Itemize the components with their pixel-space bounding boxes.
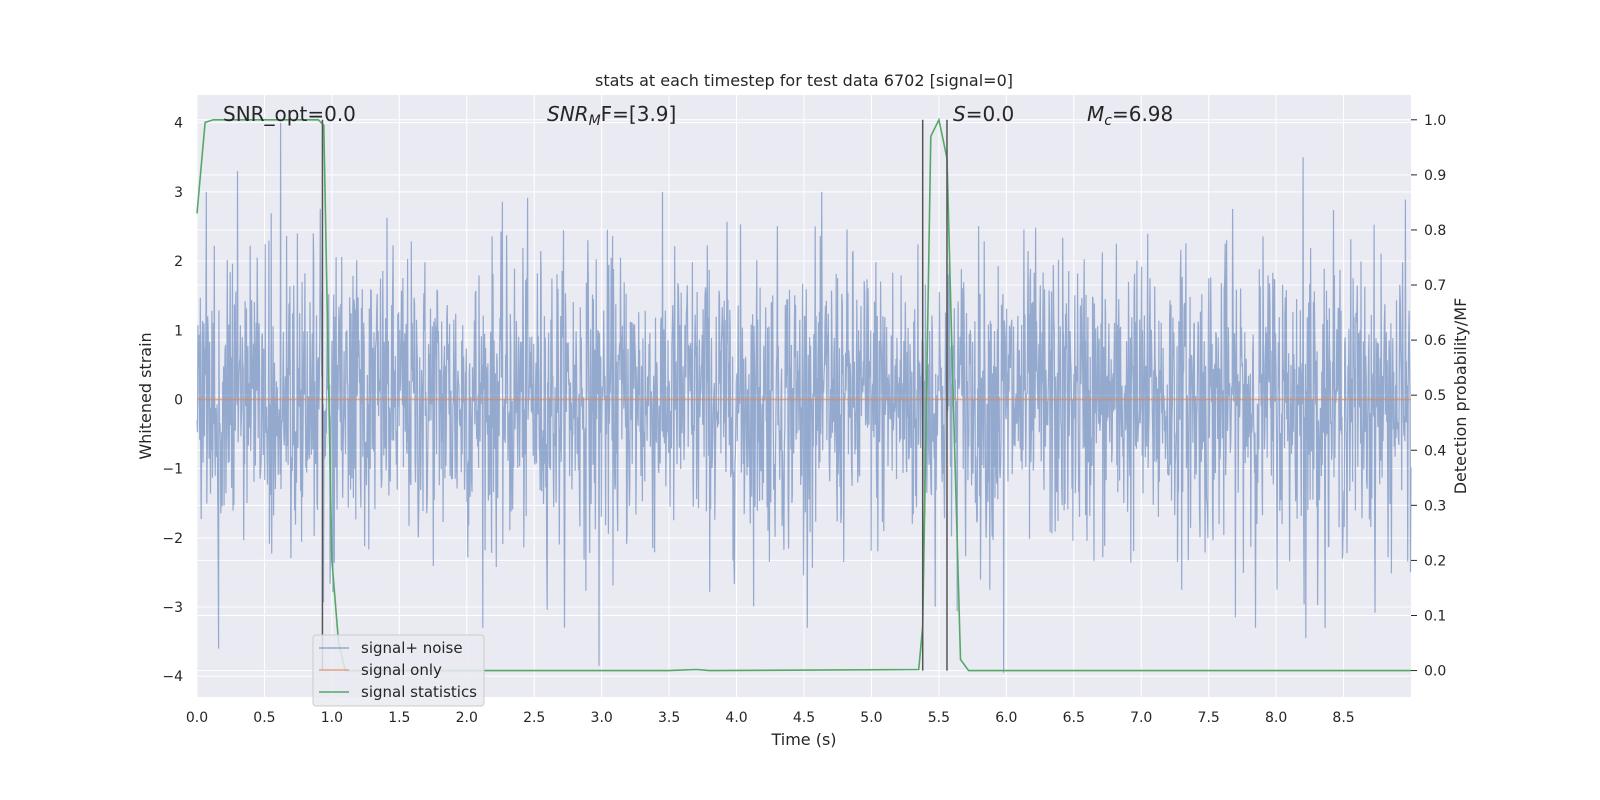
y-tick-label: −1	[162, 462, 183, 478]
x-tick-label: 0.5	[253, 710, 275, 726]
legend-label-signal-noise: signal+ noise	[361, 639, 463, 657]
y2-tick-label: 0.6	[1424, 333, 1446, 349]
signal-noise-series	[196, 122, 1412, 673]
x-tick-label: 1.0	[321, 710, 343, 726]
y-axis-ticks: −4 −3 −2 −1 0 1 2 3 4	[162, 116, 183, 686]
y2-axis-label: Detection probability/MF	[1451, 298, 1470, 495]
legend-box	[312, 634, 485, 707]
y2-tick-label: 0.5	[1424, 388, 1446, 404]
y-tick-label: 4	[174, 116, 183, 132]
y2-axis-ticks: 0.0 0.1 0.2 0.3 0.4 0.5 0.6 0.7 0.8 0.9 1.0	[1411, 113, 1446, 680]
series-group	[196, 117, 1411, 672]
annotation-snr-opt: SNR_opt=0.0	[223, 102, 356, 126]
y2-tick-label: 0.2	[1424, 553, 1446, 569]
y2-tick-label: 0.7	[1424, 278, 1446, 294]
vertical-markers	[321, 119, 948, 671]
y2-tick-label: 0.8	[1424, 223, 1446, 239]
annotation-mc: Mc=6.98	[1087, 102, 1173, 129]
x-tick-label: 7.5	[1198, 710, 1220, 726]
x-axis-label: Time (s)	[770, 730, 836, 749]
y-tick-label: −2	[162, 531, 183, 547]
x-tick-label: 2.0	[456, 710, 478, 726]
x-tick-label: 3.5	[658, 710, 680, 726]
series-line-signal-noise	[196, 122, 1412, 673]
y-tick-label: 0	[174, 392, 183, 408]
x-tick-label: 8.0	[1265, 710, 1287, 726]
y-axis-label: Whitened strain	[136, 332, 155, 459]
legend-label-signal-only: signal only	[361, 661, 442, 679]
y2-tick-label: 1.0	[1424, 113, 1446, 129]
y2-tick-label: 0.0	[1424, 664, 1446, 680]
y-tick-label: 2	[174, 254, 183, 270]
x-tick-label: 3.0	[591, 710, 613, 726]
y-tick-label: −4	[162, 669, 183, 685]
x-tick-label: 5.0	[860, 710, 882, 726]
x-tick-label: 4.5	[793, 710, 815, 726]
x-tick-label: 1.5	[388, 710, 410, 726]
annotation-s: S=0.0	[953, 102, 1014, 126]
x-tick-label: 5.5	[928, 710, 950, 726]
x-tick-label: 2.5	[523, 710, 545, 726]
y2-tick-label: 0.4	[1424, 443, 1446, 459]
y2-tick-label: 0.9	[1424, 168, 1446, 184]
x-tick-label: 0.0	[186, 710, 208, 726]
legend: signal+ noise signal only signal statist…	[312, 634, 485, 707]
series-line-signal-statistics	[196, 117, 1411, 672]
y-tick-label: 1	[174, 323, 183, 339]
x-tick-label: 7.0	[1130, 710, 1152, 726]
x-axis-ticks: 0.0 0.5 1.0 1.5 2.0 2.5 3.0 3.5 4.0 4.5 5.0 5.5 6.0 6…	[186, 710, 1355, 726]
x-tick-label: 4.0	[725, 710, 747, 726]
y2-tick-label: 0.1	[1424, 608, 1446, 624]
chart-title: stats at each timestep for test data 670…	[595, 71, 1013, 90]
x-tick-label: 6.5	[1063, 710, 1085, 726]
x-tick-label: 8.5	[1332, 710, 1354, 726]
legend-label-signal-statistics: signal statistics	[361, 683, 477, 701]
annotation-snr-mf: SNRMF=[3.9]	[547, 102, 676, 129]
y-tick-label: −3	[162, 600, 183, 616]
y-tick-label: 3	[174, 185, 183, 201]
x-tick-label: 6.0	[995, 710, 1017, 726]
y2-tick-label: 0.3	[1424, 498, 1446, 514]
